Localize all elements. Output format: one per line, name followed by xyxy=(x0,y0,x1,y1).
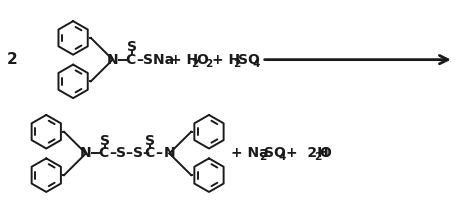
Text: O: O xyxy=(319,147,331,161)
Text: C: C xyxy=(144,147,155,161)
Text: S: S xyxy=(146,134,156,148)
Text: 2: 2 xyxy=(6,52,17,67)
Text: + H: + H xyxy=(170,53,199,67)
Text: –: – xyxy=(155,147,163,161)
Text: + Na: + Na xyxy=(231,147,268,161)
Text: 2: 2 xyxy=(191,59,199,69)
Text: + H: + H xyxy=(212,53,240,67)
Text: 4: 4 xyxy=(279,152,286,162)
Text: SO: SO xyxy=(264,147,286,161)
Text: 2: 2 xyxy=(233,59,240,69)
Text: S: S xyxy=(100,134,110,148)
Text: –SNa: –SNa xyxy=(137,53,175,67)
Text: C: C xyxy=(99,147,109,161)
Text: C: C xyxy=(126,53,136,67)
Text: –S–S–: –S–S– xyxy=(110,147,151,161)
Text: SO: SO xyxy=(238,53,260,67)
Text: O: O xyxy=(196,53,208,67)
Text: 2: 2 xyxy=(315,152,322,162)
Text: 2: 2 xyxy=(205,59,213,69)
Text: N: N xyxy=(107,53,119,67)
Text: S: S xyxy=(127,40,137,54)
Text: 2: 2 xyxy=(259,152,266,162)
Text: 4: 4 xyxy=(253,59,260,69)
Text: N: N xyxy=(164,147,175,161)
Text: N: N xyxy=(80,147,91,161)
Text: +  2H: + 2H xyxy=(286,147,328,161)
